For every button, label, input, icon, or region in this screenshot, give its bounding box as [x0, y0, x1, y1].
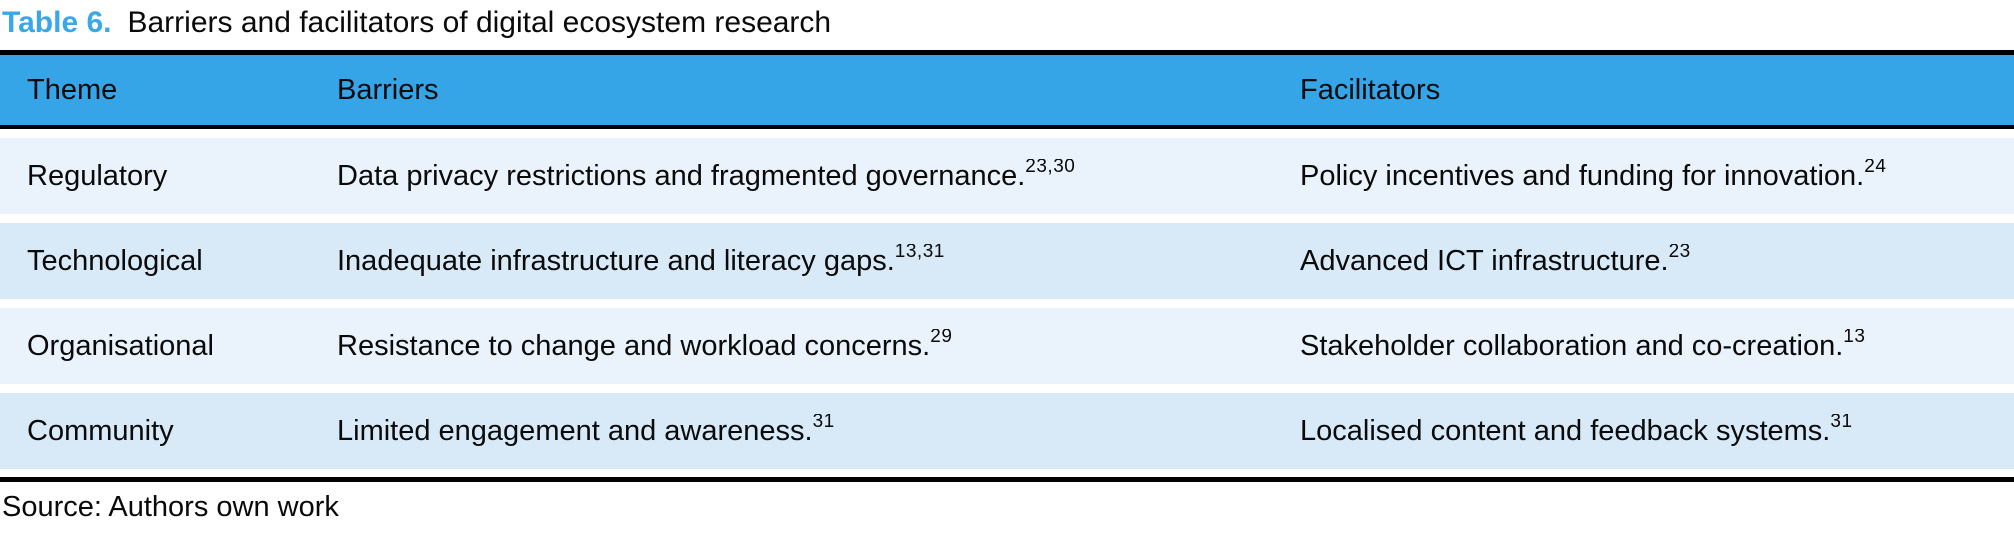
table-header-row: Theme Barriers Facilitators — [0, 55, 2014, 129]
barrier-text: Data privacy restrictions and fragmented… — [337, 160, 1026, 192]
citation-refs: 31 — [812, 414, 835, 432]
table-caption: Table 6. Barriers and facilitators of di… — [0, 0, 2014, 48]
facilitator-text: Advanced ICT infrastructure. — [1300, 245, 1669, 277]
barrier-cell: Data privacy restrictions and fragmented… — [337, 159, 1300, 193]
theme-cell: Organisational — [27, 330, 214, 362]
citation-refs: 29 — [930, 329, 953, 347]
barrier-text: Limited engagement and awareness. — [337, 415, 813, 447]
citation-refs: 31 — [1830, 414, 1853, 432]
facilitator-cell: Localised content and feedback systems.3… — [1300, 414, 2014, 448]
citation-refs: 13 — [1843, 329, 1866, 347]
barrier-cell: Inadequate infrastructure and literacy g… — [337, 244, 1300, 278]
facilitator-cell: Stakeholder collaboration and co-creatio… — [1300, 329, 2014, 363]
facilitator-cell: Policy incentives and funding for innova… — [1300, 159, 2014, 193]
table-bottom-rule — [0, 477, 2014, 482]
citation-refs: 24 — [1864, 159, 1887, 177]
table-caption-label: Table 6. — [2, 6, 112, 39]
table-source-note: Source: Authors own work — [2, 491, 339, 523]
facilitator-text: Localised content and feedback systems. — [1300, 415, 1831, 447]
citation-refs: 23,30 — [1025, 159, 1076, 177]
citation-refs: 23 — [1668, 244, 1691, 262]
column-header-facilitators: Facilitators — [1300, 74, 1441, 106]
column-header-theme: Theme — [27, 74, 118, 106]
barrier-cell: Resistance to change and workload concer… — [337, 329, 1300, 363]
theme-cell: Community — [27, 415, 174, 447]
theme-cell: Technological — [27, 245, 203, 277]
facilitator-cell: Advanced ICT infrastructure.23 — [1300, 244, 2014, 278]
table-top-rule — [0, 50, 2014, 55]
table-row-regulatory: Regulatory Data privacy restrictions and… — [0, 138, 2014, 214]
table-caption-text: Barriers and facilitators of digital eco… — [127, 6, 832, 39]
barrier-cell: Limited engagement and awareness.31 — [337, 414, 1300, 448]
table-row-technological: Technological Inadequate infrastructure … — [0, 223, 2014, 299]
table-row-community: Community Limited engagement and awarene… — [0, 393, 2014, 469]
table-row-organisational: Organisational Resistance to change and … — [0, 308, 2014, 384]
facilitator-text: Stakeholder collaboration and co-creatio… — [1300, 330, 1844, 362]
column-header-barriers: Barriers — [337, 74, 439, 106]
barrier-text: Resistance to change and workload concer… — [337, 330, 931, 362]
facilitator-text: Policy incentives and funding for innova… — [1300, 160, 1865, 192]
citation-refs: 13,31 — [894, 244, 945, 262]
theme-cell: Regulatory — [27, 160, 168, 192]
barrier-text: Inadequate infrastructure and literacy g… — [337, 245, 895, 277]
